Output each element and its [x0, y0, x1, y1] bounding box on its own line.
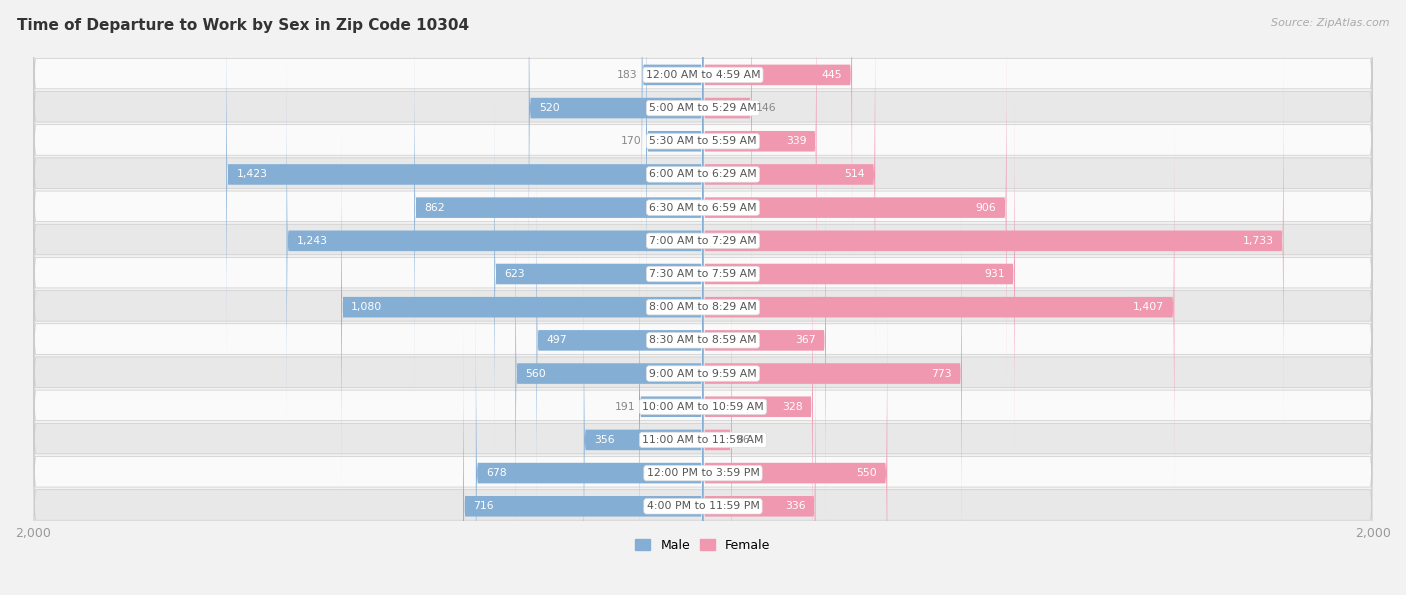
FancyBboxPatch shape — [703, 152, 825, 529]
Text: 497: 497 — [547, 336, 567, 345]
FancyBboxPatch shape — [516, 184, 703, 562]
Text: 1,423: 1,423 — [236, 170, 267, 180]
Text: 146: 146 — [756, 103, 776, 113]
FancyBboxPatch shape — [703, 251, 731, 595]
Text: 11:00 AM to 11:59 AM: 11:00 AM to 11:59 AM — [643, 435, 763, 445]
Text: 906: 906 — [976, 203, 997, 212]
FancyBboxPatch shape — [703, 0, 752, 297]
FancyBboxPatch shape — [583, 251, 703, 595]
Text: 9:00 AM to 9:59 AM: 9:00 AM to 9:59 AM — [650, 368, 756, 378]
FancyBboxPatch shape — [32, 0, 1374, 456]
Text: 1,733: 1,733 — [1243, 236, 1274, 246]
FancyBboxPatch shape — [415, 19, 703, 396]
Text: 1,080: 1,080 — [352, 302, 382, 312]
FancyBboxPatch shape — [463, 318, 703, 595]
FancyBboxPatch shape — [475, 284, 703, 595]
Text: 445: 445 — [821, 70, 842, 80]
Text: 367: 367 — [796, 336, 815, 345]
Text: 86: 86 — [735, 435, 749, 445]
Text: 6:00 AM to 6:29 AM: 6:00 AM to 6:29 AM — [650, 170, 756, 180]
FancyBboxPatch shape — [703, 0, 875, 364]
FancyBboxPatch shape — [32, 0, 1374, 324]
Text: 7:30 AM to 7:59 AM: 7:30 AM to 7:59 AM — [650, 269, 756, 279]
FancyBboxPatch shape — [703, 218, 813, 595]
Text: 12:00 PM to 3:59 PM: 12:00 PM to 3:59 PM — [647, 468, 759, 478]
FancyBboxPatch shape — [32, 155, 1374, 595]
Text: 862: 862 — [425, 203, 444, 212]
Text: 328: 328 — [782, 402, 803, 412]
FancyBboxPatch shape — [226, 0, 703, 364]
FancyBboxPatch shape — [641, 0, 703, 264]
Legend: Male, Female: Male, Female — [630, 534, 776, 557]
Text: 4:00 PM to 11:59 PM: 4:00 PM to 11:59 PM — [647, 501, 759, 511]
Text: 560: 560 — [526, 368, 546, 378]
Text: 514: 514 — [845, 170, 865, 180]
FancyBboxPatch shape — [703, 0, 817, 330]
Text: Time of Departure to Work by Sex in Zip Code 10304: Time of Departure to Work by Sex in Zip … — [17, 18, 470, 33]
Text: 678: 678 — [486, 468, 506, 478]
Text: 520: 520 — [538, 103, 560, 113]
FancyBboxPatch shape — [703, 0, 852, 264]
Text: 1,243: 1,243 — [297, 236, 328, 246]
FancyBboxPatch shape — [32, 0, 1374, 423]
FancyBboxPatch shape — [287, 52, 703, 430]
FancyBboxPatch shape — [703, 19, 1007, 396]
FancyBboxPatch shape — [32, 0, 1374, 490]
Text: 1,407: 1,407 — [1133, 302, 1164, 312]
Text: 191: 191 — [614, 402, 636, 412]
Text: 10:00 AM to 10:59 AM: 10:00 AM to 10:59 AM — [643, 402, 763, 412]
FancyBboxPatch shape — [32, 23, 1374, 523]
Text: 183: 183 — [617, 70, 638, 80]
FancyBboxPatch shape — [342, 118, 703, 496]
Text: 336: 336 — [785, 501, 806, 511]
Text: 339: 339 — [786, 136, 807, 146]
Text: 773: 773 — [931, 368, 952, 378]
FancyBboxPatch shape — [703, 318, 815, 595]
Text: 8:00 AM to 8:29 AM: 8:00 AM to 8:29 AM — [650, 302, 756, 312]
FancyBboxPatch shape — [32, 56, 1374, 556]
FancyBboxPatch shape — [537, 152, 703, 529]
Text: 5:00 AM to 5:29 AM: 5:00 AM to 5:29 AM — [650, 103, 756, 113]
FancyBboxPatch shape — [638, 218, 703, 595]
Text: 623: 623 — [505, 269, 524, 279]
FancyBboxPatch shape — [529, 0, 703, 297]
Text: 8:30 AM to 8:59 AM: 8:30 AM to 8:59 AM — [650, 336, 756, 345]
Text: 7:00 AM to 7:29 AM: 7:00 AM to 7:29 AM — [650, 236, 756, 246]
FancyBboxPatch shape — [703, 118, 1174, 496]
Text: 356: 356 — [593, 435, 614, 445]
FancyBboxPatch shape — [32, 89, 1374, 589]
FancyBboxPatch shape — [703, 85, 1015, 463]
FancyBboxPatch shape — [703, 184, 962, 562]
FancyBboxPatch shape — [32, 122, 1374, 595]
FancyBboxPatch shape — [32, 0, 1374, 357]
FancyBboxPatch shape — [645, 0, 703, 330]
FancyBboxPatch shape — [32, 189, 1374, 595]
Text: 931: 931 — [984, 269, 1005, 279]
Text: 5:30 AM to 5:59 AM: 5:30 AM to 5:59 AM — [650, 136, 756, 146]
Text: 716: 716 — [474, 501, 494, 511]
Text: Source: ZipAtlas.com: Source: ZipAtlas.com — [1271, 18, 1389, 28]
FancyBboxPatch shape — [32, 0, 1374, 390]
FancyBboxPatch shape — [703, 52, 1284, 430]
FancyBboxPatch shape — [703, 284, 887, 595]
FancyBboxPatch shape — [495, 85, 703, 463]
Text: 170: 170 — [621, 136, 643, 146]
FancyBboxPatch shape — [32, 255, 1374, 595]
Text: 6:30 AM to 6:59 AM: 6:30 AM to 6:59 AM — [650, 203, 756, 212]
FancyBboxPatch shape — [32, 221, 1374, 595]
Text: 550: 550 — [856, 468, 877, 478]
Text: 12:00 AM to 4:59 AM: 12:00 AM to 4:59 AM — [645, 70, 761, 80]
